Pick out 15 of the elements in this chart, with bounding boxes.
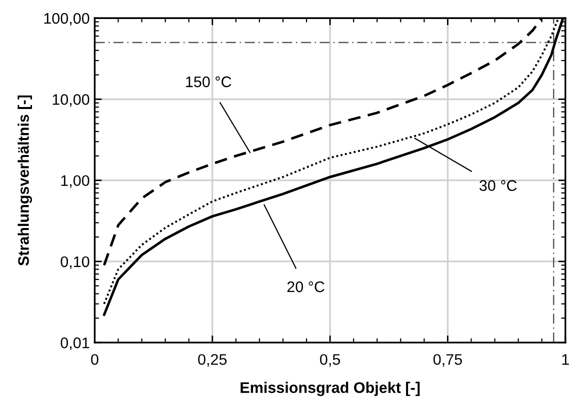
x-tick-label: 0,25: [198, 354, 227, 367]
annotation: 30 °C: [480, 180, 517, 191]
x-axis-title: Emissionsgrad Objekt [-]: [240, 382, 420, 396]
y-tick-label: 0,10: [60, 256, 90, 269]
annotation: 150 °C: [186, 76, 232, 88]
y-axis-title: Strahlungsverhältnis [-]: [18, 95, 32, 266]
annotation: 20 °C: [287, 281, 324, 292]
x-tick-label: 1: [562, 354, 569, 365]
y-tick-label: 0,01: [60, 337, 90, 350]
y-tick-label: 100,00: [44, 13, 90, 26]
y-tick-label: 1,00: [61, 175, 90, 188]
y-tick-label: 10,00: [52, 94, 90, 107]
x-tick-label: 0: [91, 354, 98, 365]
x-tick-label: 0,75: [433, 354, 462, 367]
x-tick-label: 0,5: [320, 354, 340, 367]
